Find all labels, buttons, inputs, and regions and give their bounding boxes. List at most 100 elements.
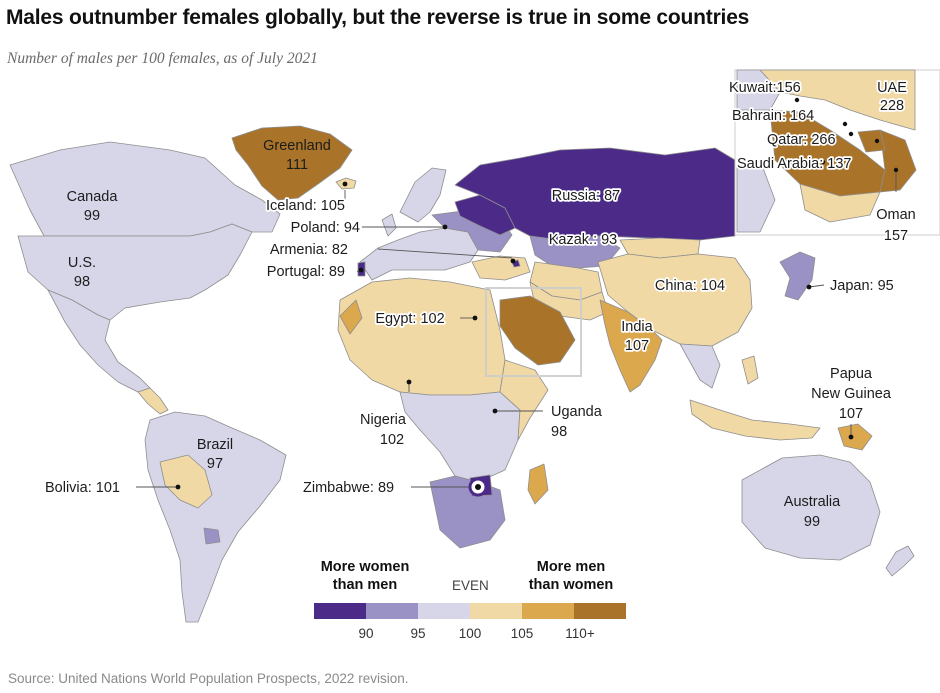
label-portugal: Portugal: 89	[267, 264, 345, 280]
legend-swatch-90-95	[366, 603, 418, 619]
dot-bolivia	[175, 484, 181, 490]
chart-subtitle: Number of males per 100 females, as of J…	[7, 50, 318, 67]
dot-uae	[874, 138, 880, 144]
region-east-africa	[499, 359, 549, 441]
region-central-america	[137, 387, 169, 415]
region-madagascar	[527, 463, 549, 505]
label-papua-line2: New Guinea	[811, 386, 892, 402]
label-nigeria-value: 102	[380, 432, 404, 448]
dot-egypt	[472, 315, 478, 321]
region-southeast-asia	[679, 343, 721, 389]
region-papua-new-guinea	[837, 423, 873, 451]
source-note: Source: United Nations World Population …	[8, 671, 409, 686]
label-armenia: Armenia: 82	[270, 242, 348, 258]
dot-qatar	[848, 131, 854, 137]
legend-right-heading-line1: More men	[536, 559, 606, 575]
legend-swatch-110plus	[574, 603, 626, 619]
label-uganda-value: 98	[551, 424, 567, 440]
label-zimbabwe: Zimbabwe: 89	[303, 480, 394, 496]
dot-poland	[442, 224, 448, 230]
label-china: China: 104	[655, 278, 725, 294]
label-canada: Canada	[67, 189, 119, 205]
label-uae: UAE	[877, 80, 907, 96]
inset-locator-box	[485, 287, 582, 377]
label-poland: Poland: 94	[291, 220, 360, 236]
inset-yemen	[799, 183, 881, 223]
chart-title: Males outnumber females globally, but th…	[6, 6, 750, 29]
label-kazak: Kazak.: 93	[549, 232, 618, 248]
label-australia-value: 99	[804, 514, 820, 530]
legend-tick-105: 105	[510, 626, 534, 641]
inset-africa-horn	[736, 159, 776, 233]
dot-papua	[848, 434, 854, 440]
label-saudi: Saudi Arabia: 137	[737, 156, 851, 172]
label-oman-value: 157	[884, 228, 908, 244]
legend-tick-110plus: 110+	[565, 626, 595, 641]
region-bolivia	[159, 454, 213, 509]
dot-portugal	[358, 267, 364, 273]
inset-oman	[879, 129, 917, 193]
dot-iceland	[342, 181, 348, 187]
inset-uae	[857, 129, 886, 153]
dot-kuwait	[794, 97, 800, 103]
label-greenland-value: 111	[286, 157, 308, 173]
label-russia: Russia: 87	[552, 188, 621, 204]
label-us-value: 98	[74, 274, 90, 290]
label-australia: Australia	[784, 494, 841, 510]
region-canada	[9, 141, 281, 237]
label-bahrain: Bahrain: 164	[732, 108, 814, 124]
dot-saudi	[820, 159, 826, 165]
region-north-africa	[337, 277, 506, 396]
legend-tick-100: 100	[458, 626, 482, 641]
label-kuwait: Kuwait:156	[729, 80, 801, 96]
zimbabwe-marker	[468, 477, 488, 497]
label-egypt: Egypt: 102	[375, 311, 444, 327]
inset-iraq-area	[736, 69, 781, 111]
region-central-africa	[399, 391, 521, 483]
label-oman: Oman	[876, 207, 916, 223]
legend-even-label: EVEN	[452, 578, 489, 593]
dot-armenia	[510, 258, 516, 264]
legend-left-heading-line2: than men	[332, 577, 398, 593]
region-mexico	[47, 289, 151, 393]
region-uk	[381, 213, 397, 237]
label-brazil-value: 97	[207, 456, 223, 472]
label-brazil: Brazil	[197, 437, 233, 453]
label-us: U.S.	[68, 255, 96, 271]
region-arabia	[499, 295, 576, 366]
region-scandinavia	[399, 167, 447, 223]
label-qatar: Qatar: 266	[767, 132, 836, 148]
legend-tick-90: 90	[358, 626, 374, 641]
marker-dots	[175, 97, 899, 490]
region-paraguay	[203, 527, 221, 545]
legend-swatch-95-100	[418, 603, 470, 619]
label-papua-value: 107	[839, 406, 863, 422]
label-uganda: Uganda	[551, 404, 603, 420]
label-iceland: Iceland: 105	[266, 198, 345, 214]
label-greenland: Greenland	[263, 138, 331, 154]
dot-oman	[893, 167, 899, 173]
label-bolivia: Bolivia: 101	[45, 480, 120, 496]
leader-lines	[136, 170, 897, 488]
legend-right-heading: More men than women	[506, 558, 636, 594]
region-indonesia	[689, 399, 821, 441]
region-western-europe	[359, 227, 479, 281]
dot-uganda	[492, 408, 498, 414]
region-philippines	[741, 355, 759, 385]
region-morocco	[339, 299, 363, 335]
dot-japan	[806, 284, 812, 290]
region-japan-korea	[779, 251, 816, 301]
label-papua-line1: Papua	[830, 366, 873, 382]
region-australia	[741, 454, 881, 561]
label-uae-value: 228	[880, 98, 904, 114]
legend-swatch-100-105	[470, 603, 522, 619]
legend-swatch-lt90	[314, 603, 366, 619]
label-india-value: 107	[625, 338, 649, 354]
region-india	[599, 299, 663, 393]
legend-tick-95: 95	[410, 626, 426, 641]
region-us	[17, 223, 253, 321]
inset-iran	[759, 69, 916, 131]
region-russia	[454, 147, 736, 241]
legend-left-heading: More women than men	[300, 558, 430, 594]
